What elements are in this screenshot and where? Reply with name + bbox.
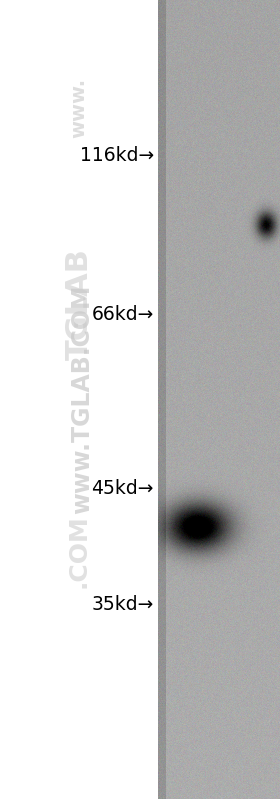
Text: www.: www. [69, 78, 88, 138]
Text: 116kd→: 116kd→ [80, 146, 154, 165]
Text: 45kd→: 45kd→ [92, 479, 154, 499]
Text: TGLAB: TGLAB [64, 248, 94, 360]
Text: 35kd→: 35kd→ [92, 595, 154, 614]
Text: www.TGLAB.COM: www.TGLAB.COM [70, 284, 94, 515]
Text: 66kd→: 66kd→ [92, 304, 154, 324]
Text: .COM: .COM [67, 515, 91, 588]
